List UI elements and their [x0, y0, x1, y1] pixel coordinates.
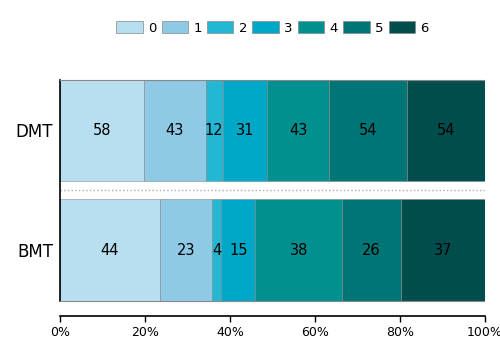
Bar [222, 199, 256, 301]
Bar [212, 199, 222, 301]
Bar [160, 199, 212, 301]
Text: 23: 23 [177, 243, 196, 258]
Text: 4: 4 [212, 243, 222, 258]
Bar [407, 80, 485, 181]
Bar [256, 199, 342, 301]
Bar [268, 80, 330, 181]
Text: 15: 15 [229, 243, 248, 258]
Bar [144, 80, 206, 181]
Text: 12: 12 [205, 123, 224, 138]
Bar [60, 199, 160, 301]
Legend: 0, 1, 2, 3, 4, 5, 6: 0, 1, 2, 3, 4, 5, 6 [111, 16, 434, 40]
Text: 58: 58 [92, 123, 111, 138]
Text: 38: 38 [290, 243, 308, 258]
Text: 31: 31 [236, 123, 255, 138]
Bar [401, 199, 485, 301]
Bar [223, 80, 268, 181]
Text: 54: 54 [359, 123, 378, 138]
Text: 54: 54 [437, 123, 456, 138]
Text: 26: 26 [362, 243, 380, 258]
Text: 37: 37 [434, 243, 452, 258]
Bar [60, 80, 144, 181]
Bar [330, 80, 407, 181]
Bar [206, 80, 223, 181]
Text: 43: 43 [166, 123, 184, 138]
Text: 43: 43 [289, 123, 308, 138]
Text: 44: 44 [101, 243, 119, 258]
Bar [342, 199, 401, 301]
